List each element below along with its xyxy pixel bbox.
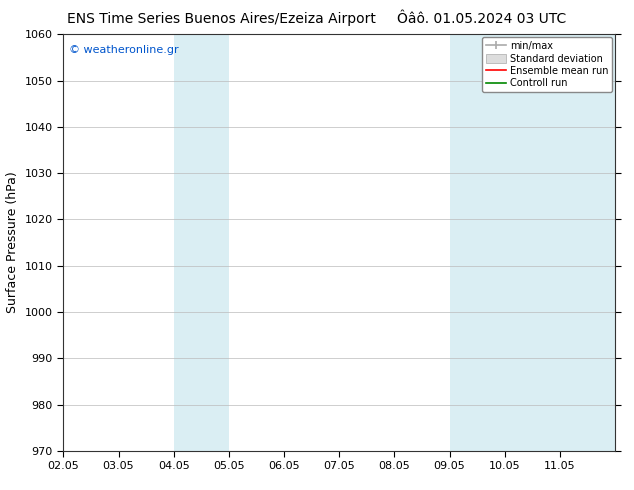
Bar [174, 34, 229, 451]
Legend: min/max, Standard deviation, Ensemble mean run, Controll run: min/max, Standard deviation, Ensemble me… [482, 37, 612, 92]
Y-axis label: Surface Pressure (hPa): Surface Pressure (hPa) [6, 172, 19, 314]
Bar [450, 34, 615, 451]
Text: © weatheronline.gr: © weatheronline.gr [69, 45, 179, 55]
Text: ENS Time Series Buenos Aires/Ezeiza Airport: ENS Time Series Buenos Aires/Ezeiza Airp… [67, 12, 377, 26]
Text: Ôâô. 01.05.2024 03 UTC: Ôâô. 01.05.2024 03 UTC [398, 12, 566, 26]
